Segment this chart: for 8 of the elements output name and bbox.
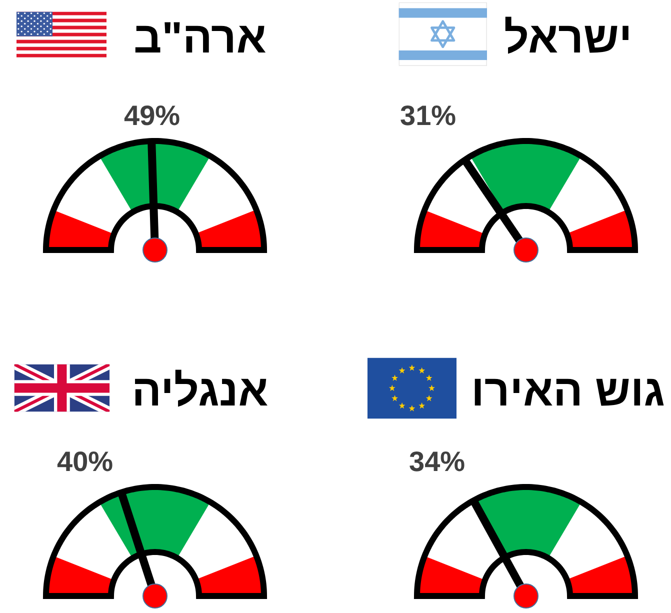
- data-label: 49%: [124, 100, 180, 131]
- data-label: 31%: [400, 100, 456, 131]
- chart-title: גוש האירו: [471, 366, 665, 416]
- chart-title: אנגליה: [132, 366, 268, 416]
- data-label: 34%: [409, 446, 466, 477]
- data-label: 40%: [57, 446, 114, 477]
- chart-title: ארה"ב: [134, 13, 266, 62]
- chart-title: ישראל: [504, 13, 632, 62]
